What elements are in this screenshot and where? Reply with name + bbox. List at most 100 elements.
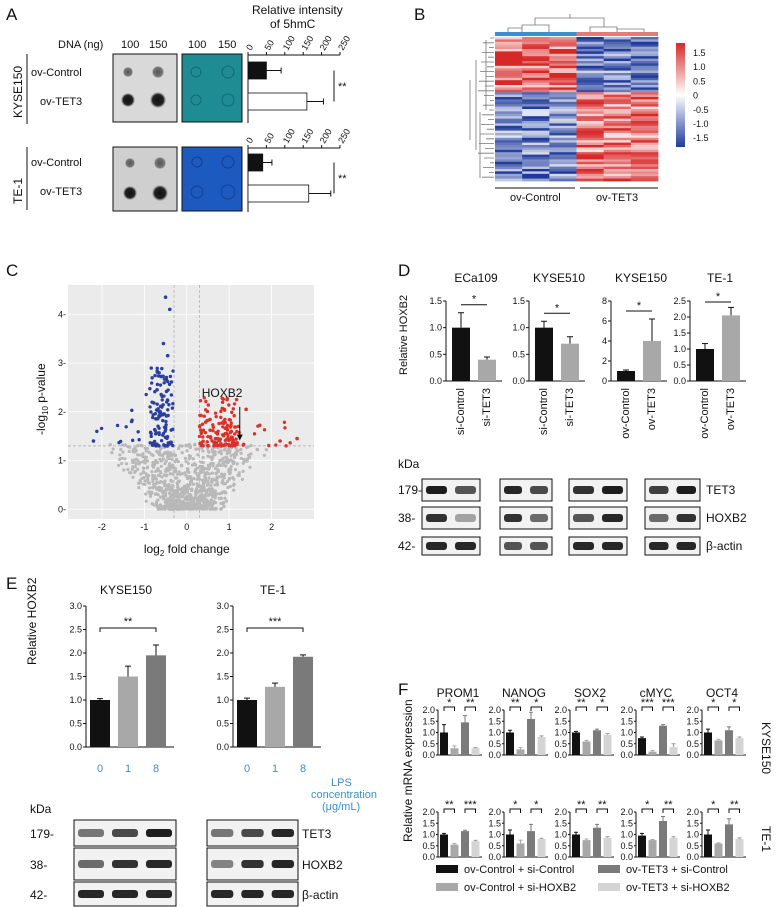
heatmap-cell [576, 171, 605, 175]
heatmap-cell [603, 164, 632, 167]
dna-label: DNA (ng) [58, 39, 103, 51]
blot-band [649, 542, 669, 550]
heatmap-cell [603, 58, 632, 62]
heatmap-cell [549, 37, 577, 40]
volcano-point [232, 483, 236, 487]
heatmap-cell [495, 145, 523, 148]
f-legend: ov-Control + si-Control ov-TET3 + si-Con… [436, 864, 730, 894]
y-tick-label: 0.0 [422, 750, 435, 760]
volcano-point [209, 498, 213, 503]
heatmap-cell [522, 149, 550, 153]
heatmap-cell [522, 116, 550, 119]
volcano-point [228, 484, 232, 489]
volcano-point [219, 496, 223, 500]
volcano-point-up [201, 428, 206, 432]
volcano-point [170, 457, 174, 462]
volcano-point [159, 453, 163, 457]
volcano-point [204, 476, 208, 480]
volcano-point [224, 499, 229, 503]
x-tick-label: 100 [281, 127, 297, 145]
mw-label: 179- [398, 483, 422, 497]
volcano-point-up [295, 436, 299, 441]
volcano-point [241, 469, 245, 473]
heatmap-cell [630, 137, 659, 141]
volcano-point-down [163, 427, 168, 432]
volcano-point [120, 461, 124, 466]
volcano-point-down [154, 443, 158, 448]
volcano-point-up [220, 421, 224, 425]
volcano-point-up [234, 437, 238, 441]
y-tick-label: 1.0 [686, 728, 699, 738]
volcano-point [171, 472, 175, 476]
volcano-point-down [161, 412, 166, 416]
heatmap-cell [522, 121, 550, 124]
heatmap-cell [630, 116, 659, 119]
sig-label: ** [124, 616, 133, 628]
blot-band [78, 890, 104, 898]
heatmap-cell [630, 178, 659, 182]
volcano-point [147, 450, 151, 454]
volcano-point [186, 461, 190, 465]
heatmap-cell [603, 101, 632, 105]
volcano-point [167, 487, 172, 492]
heatmap-cell [576, 135, 605, 139]
heatmap-cell [603, 128, 632, 131]
lps-dose: 0 [97, 763, 103, 775]
volcano-point [141, 482, 145, 486]
heatmap-cell [522, 109, 550, 112]
volcano-point-up [206, 403, 210, 407]
volcano-point-up [199, 431, 204, 436]
bar [450, 844, 459, 857]
f-row-kyse150: KYSE150 [759, 722, 773, 774]
y-tick-label: 0.0 [686, 750, 699, 760]
protein-label: β-actin [706, 539, 742, 553]
volcano-point-up [203, 408, 208, 412]
heatmap-cell [549, 51, 577, 55]
volcano-point [176, 485, 180, 489]
sig-label: *** [464, 799, 478, 811]
volcano-point [191, 457, 195, 461]
volcano-point-up [205, 440, 209, 444]
heatmap-cell [630, 128, 659, 131]
volcano-point [161, 506, 166, 511]
heatmap-cell [603, 63, 632, 67]
dot-blot-spot [152, 66, 164, 78]
volcano-point [223, 491, 227, 495]
volcano-point [159, 464, 163, 468]
volcano-point [207, 450, 211, 454]
volcano-point-down [165, 436, 169, 441]
heatmap-cell [603, 137, 632, 141]
volcano-point [158, 495, 162, 499]
heatmap-cell [630, 173, 659, 177]
volcano-point [156, 507, 160, 511]
heatmap-cell [549, 140, 577, 143]
heatmap-cell [630, 140, 659, 143]
volcano-point [215, 477, 219, 481]
bar [471, 841, 480, 857]
volcano-point [193, 468, 198, 472]
volcano-point [172, 452, 176, 456]
volcano-point-down [158, 383, 163, 387]
bar [440, 834, 448, 857]
heatmap-cell [603, 53, 632, 57]
volcano-point [141, 470, 146, 474]
heatmap-cell [495, 92, 523, 95]
volcano-point-down [162, 394, 166, 398]
heatmap-cell [630, 130, 659, 134]
heatmap-cell [549, 118, 577, 122]
volcano-point [154, 459, 158, 463]
sig-bracket [464, 808, 476, 813]
volcano-point-down [155, 388, 159, 392]
heatmap-cell [576, 46, 605, 50]
heatmap-cell [522, 97, 550, 100]
volcano-point [248, 465, 252, 470]
volcano-point [151, 476, 155, 481]
blot-box [568, 506, 628, 530]
volcano-point [149, 452, 154, 456]
volcano-point-up [223, 426, 228, 431]
heatmap-cell [630, 70, 659, 74]
heatmap-cell [576, 87, 605, 91]
heatmap-cell [630, 159, 659, 163]
bar [659, 821, 667, 857]
